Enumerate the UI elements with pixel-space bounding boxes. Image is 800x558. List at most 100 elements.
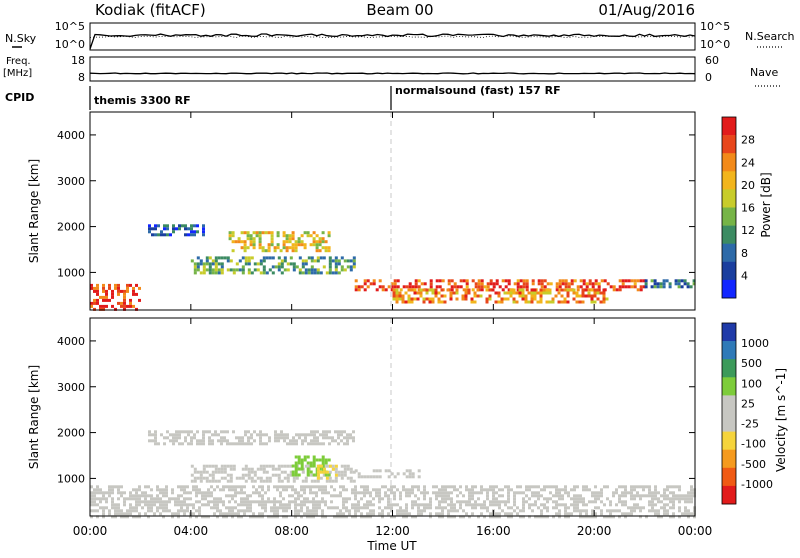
data-cell xyxy=(259,433,262,437)
data-cell xyxy=(495,497,498,501)
data-cell xyxy=(105,497,108,501)
data-cell xyxy=(528,488,531,492)
data-cell xyxy=(156,506,159,510)
data-cell xyxy=(663,509,666,513)
data-cell xyxy=(202,430,205,434)
data-cell xyxy=(120,289,123,293)
data-cell xyxy=(413,288,417,292)
data-cell xyxy=(244,433,247,437)
data-cell xyxy=(157,224,160,228)
data-cell xyxy=(512,288,516,292)
data-cell xyxy=(411,491,414,495)
data-cell xyxy=(202,470,206,474)
data-cell xyxy=(473,291,477,295)
colorbar-swatch xyxy=(722,413,736,432)
data-cell xyxy=(195,488,198,492)
data-cell xyxy=(292,476,296,480)
data-cell xyxy=(261,246,265,250)
data-cell xyxy=(603,503,606,507)
data-cell xyxy=(504,500,507,504)
data-cell xyxy=(324,240,328,244)
data-cell xyxy=(253,439,256,443)
data-cell xyxy=(564,488,567,492)
data-cell xyxy=(492,488,495,492)
data-cell xyxy=(381,485,384,489)
data-cell xyxy=(171,515,174,519)
data-cell xyxy=(331,464,335,468)
data-cell xyxy=(546,515,549,519)
data-cell xyxy=(192,485,195,489)
data-cell xyxy=(537,485,540,489)
data-cell xyxy=(313,479,317,483)
data-cell xyxy=(401,297,405,301)
data-cell xyxy=(536,300,540,304)
data-cell xyxy=(199,470,203,474)
data-cell xyxy=(316,271,320,275)
data-cell xyxy=(262,256,266,260)
data-cell xyxy=(231,497,234,501)
data-cell xyxy=(513,503,516,507)
data-cell xyxy=(165,488,168,492)
data-cell xyxy=(274,436,277,440)
data-cell xyxy=(132,488,135,492)
data-cell xyxy=(512,297,516,301)
data-cell xyxy=(211,479,215,483)
data-cell xyxy=(172,224,175,228)
data-cell xyxy=(99,491,102,495)
data-cell xyxy=(258,246,262,250)
data-cell xyxy=(346,476,350,480)
data-cell xyxy=(624,503,627,507)
data-cell xyxy=(372,469,376,473)
data-cell xyxy=(267,231,271,235)
data-cell xyxy=(90,283,93,287)
data-cell xyxy=(228,485,231,489)
data-cell xyxy=(321,509,324,513)
data-cell xyxy=(273,485,276,489)
data-cell xyxy=(555,488,558,492)
data-cell xyxy=(324,485,327,489)
data-cell xyxy=(268,436,271,440)
data-cell xyxy=(645,515,648,519)
data-cell xyxy=(441,491,444,495)
colorbar-tick-label: 12 xyxy=(741,224,755,237)
data-cell xyxy=(576,509,579,513)
data-cell xyxy=(243,503,246,507)
noise-left-label: N.Sky xyxy=(5,32,37,45)
data-cell xyxy=(202,271,206,275)
data-cell xyxy=(354,494,357,498)
data-cell xyxy=(256,467,260,471)
data-cell xyxy=(280,262,284,266)
data-cell xyxy=(540,503,543,507)
data-cell xyxy=(438,279,442,283)
data-cell xyxy=(519,279,523,283)
data-cell xyxy=(322,473,326,477)
data-cell xyxy=(205,479,209,483)
data-cell xyxy=(144,491,147,495)
data-cell xyxy=(465,279,469,283)
data-cell xyxy=(339,491,342,495)
power-colorbar-label: Power [dB] xyxy=(759,172,773,237)
data-cell xyxy=(198,491,201,495)
data-cell xyxy=(687,491,690,495)
data-cell xyxy=(372,282,376,286)
data-cell xyxy=(321,237,325,241)
y-tick-label: 4000 xyxy=(57,129,85,142)
data-cell xyxy=(310,268,314,272)
data-cell xyxy=(180,506,183,510)
data-cell xyxy=(243,497,246,501)
data-cell xyxy=(543,503,546,507)
data-cell xyxy=(357,288,361,292)
data-cell xyxy=(352,430,355,434)
data-cell xyxy=(328,476,332,480)
data-cell xyxy=(363,491,366,495)
data-cell xyxy=(606,509,609,513)
data-cell xyxy=(229,268,233,272)
data-cell xyxy=(96,509,99,513)
data-cell xyxy=(447,512,450,516)
data-cell xyxy=(325,470,329,474)
data-cell xyxy=(366,515,369,519)
data-cell xyxy=(186,509,189,513)
data-cell xyxy=(621,285,625,289)
data-cell xyxy=(340,433,343,437)
data-cell xyxy=(277,265,281,269)
